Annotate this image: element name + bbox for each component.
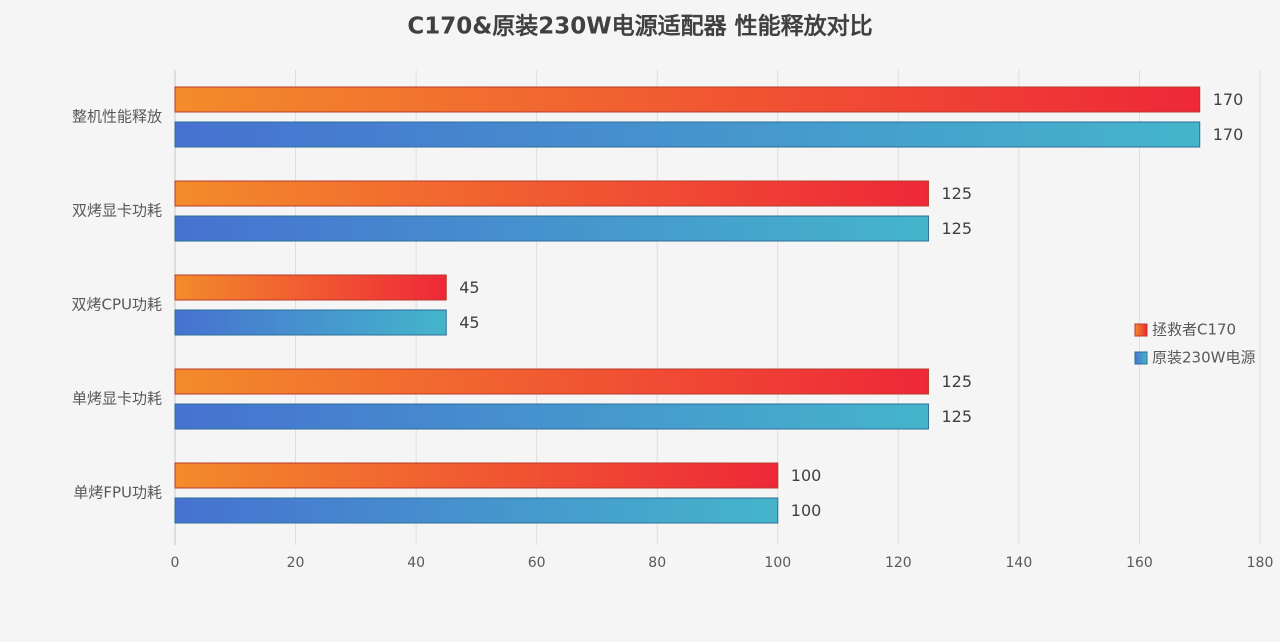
chart-title: C170&原装230W电源适配器 性能释放对比 [407,13,872,40]
bar [174,180,929,207]
bar [174,215,929,242]
data-label: 100 [791,501,822,520]
data-label: 100 [791,466,822,485]
legend-swatch [1134,323,1148,337]
data-label: 125 [941,219,972,238]
data-label: 45 [459,313,479,332]
y-tick-label: 整机性能释放 [72,108,162,126]
y-tick-label: 单烤FPU功耗 [73,484,162,502]
legend-label: 拯救者C170 [1152,321,1236,339]
data-label: 170 [1213,125,1244,144]
data-label: 125 [941,407,972,426]
x-tick-label: 180 [1247,555,1274,571]
x-tick-label: 120 [885,555,912,571]
bar [174,86,1201,113]
bar [174,462,779,489]
x-tick-label: 0 [171,555,180,571]
legend-label: 原装230W电源 [1152,349,1255,367]
x-tick-label: 60 [528,555,546,571]
data-label: 125 [941,184,972,203]
x-tick-label: 100 [764,555,791,571]
data-label: 125 [941,372,972,391]
bar [174,403,929,430]
x-tick-label: 20 [287,555,305,571]
data-label: 170 [1213,90,1244,109]
data-label: 45 [459,278,479,297]
bar [174,274,447,301]
bar [174,497,779,524]
y-tick-label: 单烤显卡功耗 [72,390,162,408]
bar [174,121,1201,148]
x-tick-label: 40 [407,555,425,571]
x-tick-label: 160 [1126,555,1153,571]
legend-swatch [1134,351,1148,365]
bar [174,309,447,336]
y-tick-label: 双烤CPU功耗 [72,296,163,314]
x-tick-label: 140 [1006,555,1033,571]
x-tick-label: 80 [648,555,666,571]
y-tick-label: 双烤显卡功耗 [72,202,162,220]
bar [174,368,929,395]
